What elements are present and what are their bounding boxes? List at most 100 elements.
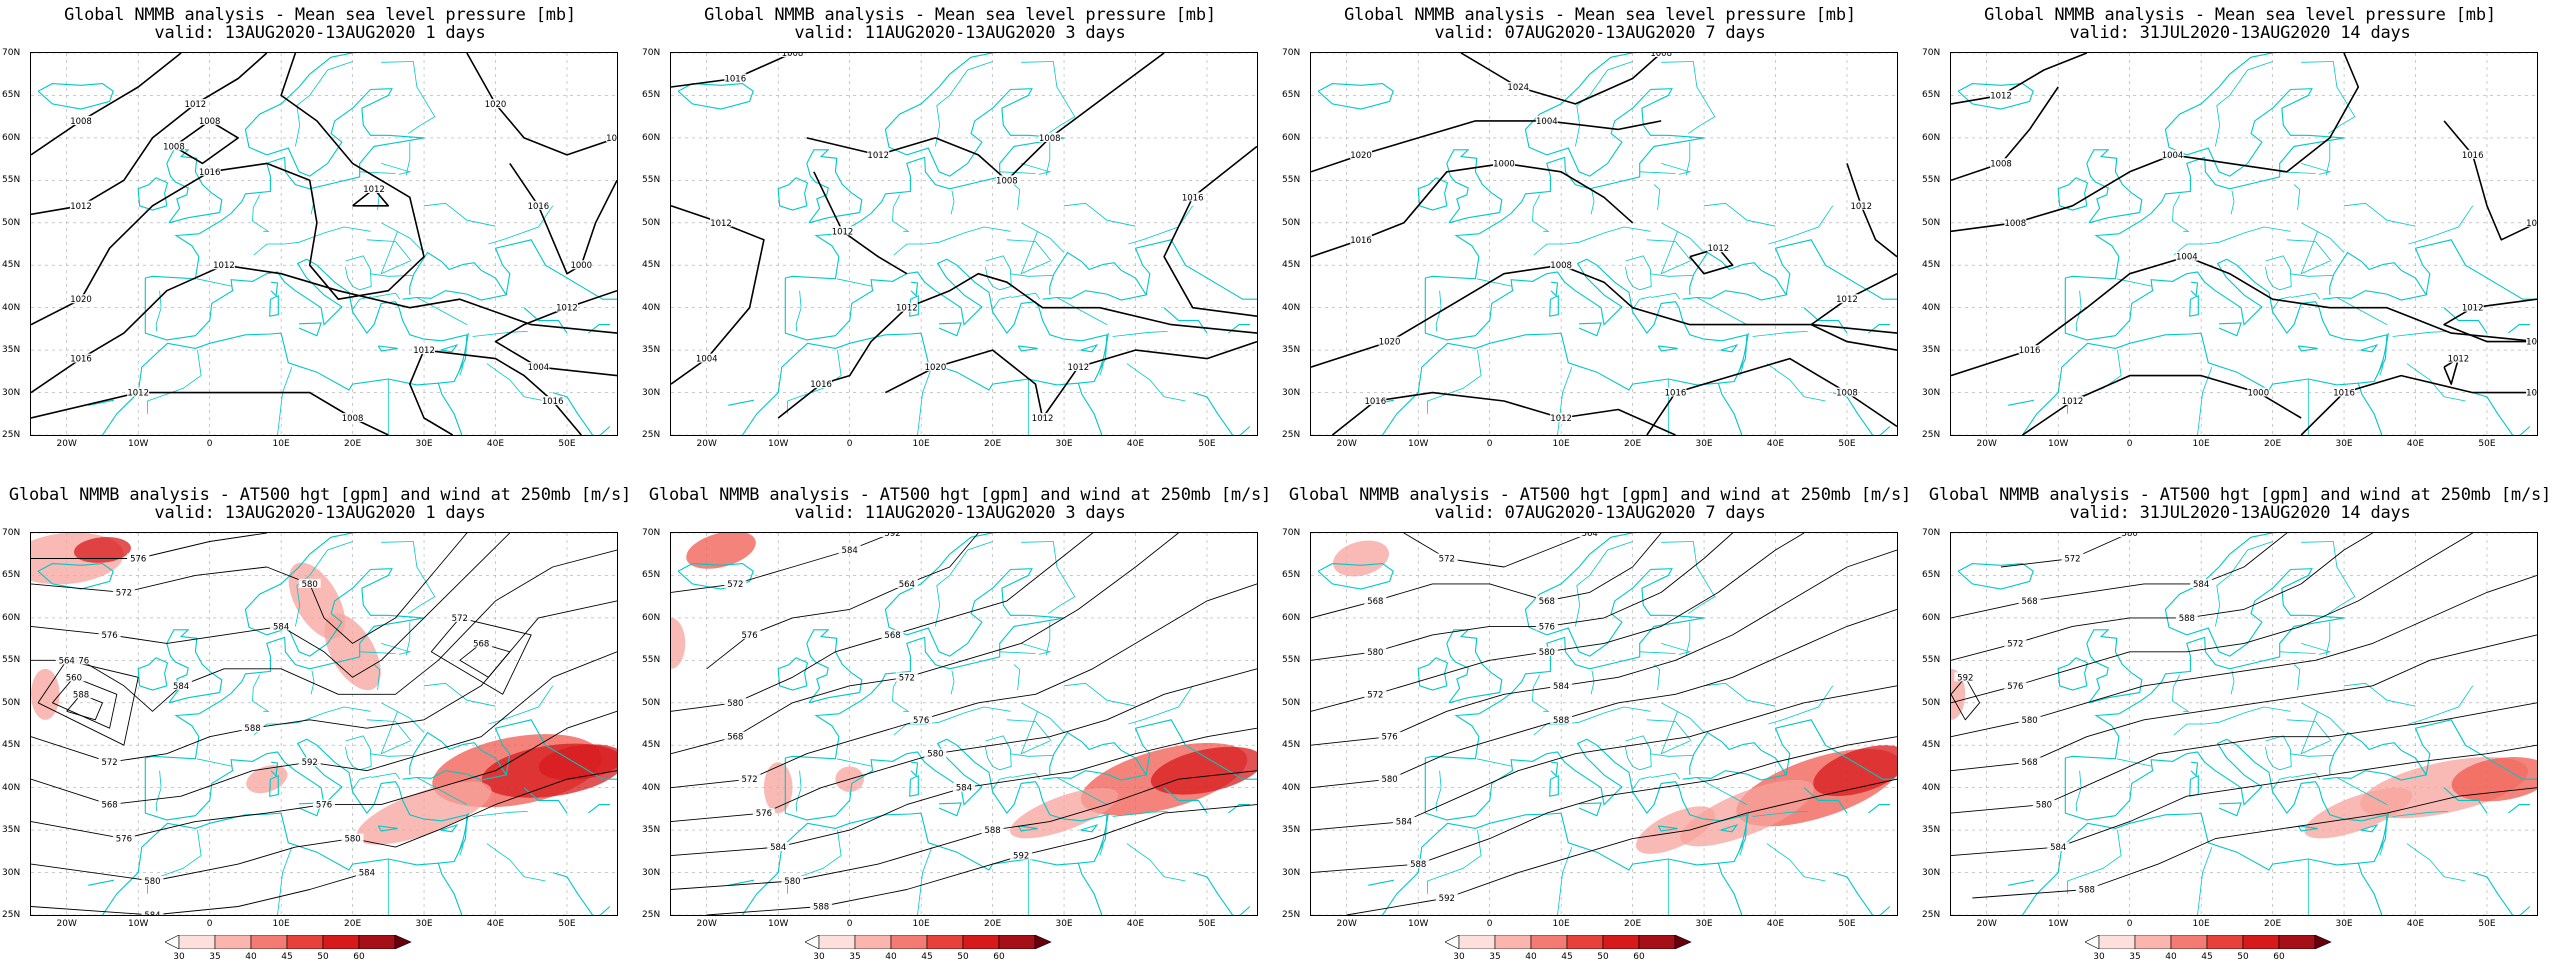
borders — [787, 61, 1194, 435]
latitude-label: 40N — [1282, 782, 1301, 793]
wind-shading — [1333, 540, 1897, 854]
contour-label: 1012 — [2062, 397, 2084, 407]
latitude-label: 50N — [2, 697, 21, 708]
contour-label: 1004 — [696, 355, 718, 365]
longitude-label: 20E — [344, 919, 362, 929]
wind-speed-area — [686, 533, 756, 569]
latitude-label: 25N — [1922, 910, 1941, 920]
latitude-label: 70N — [1282, 528, 1301, 538]
contour-label: 576 — [116, 835, 132, 845]
latitude-label: 65N — [2, 90, 21, 101]
contour-label: 1012 — [867, 151, 889, 161]
latitude-label: 50N — [642, 697, 661, 708]
panel-title: Global NMMB analysis - Mean sea level pr… — [1984, 5, 2496, 25]
contour-label: 1012 — [832, 227, 854, 237]
longitude-label: 10E — [2192, 439, 2210, 449]
colorbar-label: 45 — [2201, 952, 2213, 962]
longitude-label: 40E — [1766, 919, 1785, 929]
wind-speed-area — [1333, 540, 1389, 577]
borders — [1427, 61, 1834, 435]
latitude-label: 45N — [1922, 740, 1941, 751]
longitude-label: 10E — [2192, 919, 2210, 929]
contour-label: 584 — [144, 911, 160, 915]
panel-title: Global NMMB analysis - AT500 hgt [gpm] a… — [1928, 485, 2552, 505]
contour-labels: 1016100410081016101210161012101610121012… — [1990, 90, 2537, 407]
contour-label: 1008 — [1039, 134, 1061, 144]
borders — [1427, 541, 1834, 915]
contour-label: 588 — [984, 826, 1000, 836]
contour-label: 1012 — [1550, 414, 1572, 424]
contour-label: 580 — [727, 699, 743, 709]
latitude-label: 70N — [642, 48, 661, 58]
contour-label: 572 — [727, 580, 743, 590]
contour-lines — [1311, 533, 1897, 915]
contour-label: 592 — [1439, 894, 1455, 904]
longitude-label: 40E — [1126, 439, 1145, 449]
longitude-label: 20W — [696, 439, 717, 449]
contour-label: 584 — [956, 784, 972, 794]
longitude-label: 10E — [912, 439, 930, 449]
latitude-label: 55N — [1282, 175, 1301, 186]
contour-label: 1016 — [542, 397, 564, 407]
latitude-label: 45N — [642, 260, 661, 271]
contour-label: 568 — [101, 801, 117, 811]
contour-label: 1016 — [1665, 389, 1687, 399]
contour-label: 1020 — [925, 363, 947, 373]
contour-label: 584 — [1396, 818, 1412, 828]
latitude-label: 35N — [1922, 345, 1941, 356]
contour-label: 1016 — [1182, 193, 1204, 203]
colorbar-label: 35 — [1489, 952, 1501, 962]
contour-label: 572 — [2007, 639, 2023, 649]
longitude-label: 40E — [486, 439, 505, 449]
contour-label: 572 — [2064, 554, 2080, 564]
graticule — [1951, 53, 2537, 435]
borders — [787, 541, 1194, 915]
longitude-label: 30E — [415, 919, 433, 929]
contour-label: 1020 — [485, 100, 507, 110]
latitude-label: 35N — [2, 345, 21, 356]
contour-label: 576 — [2007, 682, 2023, 692]
contour-label: 1008 — [163, 142, 185, 152]
contour-label: 572 — [741, 775, 757, 785]
latitude-label: 40N — [642, 782, 661, 793]
longitude-label: 20W — [1976, 919, 1997, 929]
contour-label: 1008 — [2526, 338, 2537, 348]
longitude-label: 0 — [846, 439, 853, 449]
colorbar-label: 45 — [281, 952, 293, 962]
contour-label: 580 — [1381, 775, 1397, 785]
borders — [147, 61, 554, 435]
contour-label: 1016 — [528, 202, 550, 212]
latitude-label: 50N — [642, 217, 661, 228]
latitude-label: 55N — [1922, 175, 1941, 186]
latitude-label: 60N — [2, 612, 21, 623]
panel-title: Global NMMB analysis - Mean sea level pr… — [1344, 5, 1856, 25]
panel-valid-period: valid: 13AUG2020-13AUG2020 1 days — [154, 503, 486, 523]
latitude-label: 35N — [2, 825, 21, 836]
contour-label: 1012 — [213, 261, 235, 271]
panel-valid-period: valid: 07AUG2020-13AUG2020 7 days — [1434, 503, 1766, 523]
graticule — [671, 533, 1257, 915]
contour-label: 564 — [59, 656, 75, 666]
latitude-label: 65N — [1282, 90, 1301, 101]
map-area: 1016100410081016101210161012101610121012… — [1950, 52, 2538, 436]
latitude-label: 70N — [2, 48, 21, 58]
latitude-label: 40N — [2, 782, 21, 793]
contour-label: 580 — [784, 877, 800, 887]
longitude-label: 40E — [1766, 439, 1785, 449]
coastlines — [37, 533, 617, 915]
longitude-label: 20W — [56, 919, 77, 929]
contour-label: 584 — [842, 546, 858, 556]
latitude-label: 65N — [642, 570, 661, 581]
contour-label: 1008 — [70, 117, 92, 127]
contour-label: 592 — [302, 758, 318, 768]
latitude-label: 70N — [1922, 528, 1941, 538]
contour-label: 1020 — [1350, 151, 1372, 161]
colorbar-label: 45 — [921, 952, 933, 962]
contour-labels: 1012 1016 1020 1016 1012 1016 1012 1016 1020 1012… — [70, 98, 617, 424]
colorbar — [2085, 935, 2332, 949]
colorbar-label: 35 — [2129, 952, 2141, 962]
contour-label: 588 — [2079, 886, 2095, 896]
contour-label: 1012 — [896, 304, 918, 314]
wind-speed-area — [763, 762, 793, 814]
mslp-panel: Global NMMB analysis - Mean sea level pr… — [0, 0, 640, 480]
